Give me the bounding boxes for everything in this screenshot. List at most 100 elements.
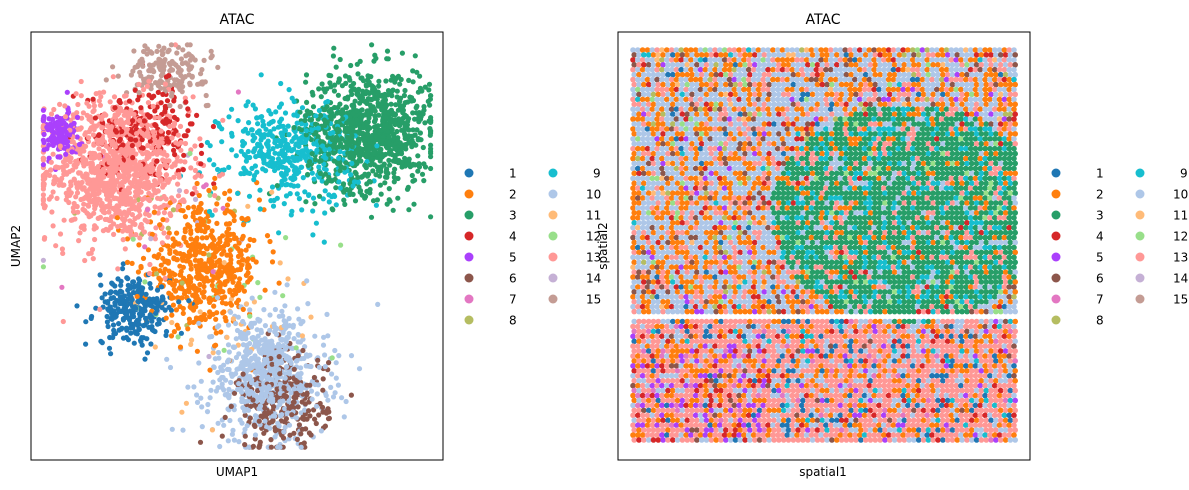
umap-point-15 [115,73,121,79]
umap-point-1 [150,296,156,302]
spatial-spot-10 [969,52,975,58]
umap-point-10 [279,308,285,314]
umap-point-3 [309,151,315,157]
umap-point-1 [130,279,137,285]
umap-point-5 [63,151,69,157]
umap-point-3 [337,168,343,174]
umap-point-10 [277,381,283,387]
umap-point-3 [322,130,328,136]
umap-point-2 [230,292,236,298]
umap-point-13 [175,132,181,138]
umap-point-4 [138,105,144,111]
umap-point-9 [298,138,304,144]
umap-point-13 [90,197,97,203]
umap-point-3 [310,104,317,110]
umap-point-15 [187,57,193,63]
spatial-spot-2 [683,47,689,53]
spatial-spot-10 [635,47,641,53]
umap-point-3 [367,102,373,108]
umap-point-13 [117,106,123,112]
umap-point-13 [60,318,66,325]
spatial-spot-11 [803,47,810,53]
umap-point-10 [164,356,170,362]
umap-point-4 [112,105,118,111]
umap-point-13 [99,200,105,207]
spatial-spot-6 [997,52,1004,58]
umap-point-2 [201,218,207,224]
legend-label-4: 4 [509,230,517,244]
umap-point-10 [286,315,292,322]
umap-point-1 [108,351,114,357]
umap-point-9 [306,192,312,198]
spatial-spot-10 [906,52,912,58]
umap-point-13 [116,158,123,164]
umap-point-13 [111,94,118,100]
umap-point-3 [390,207,396,213]
spatial-spot-2 [972,47,979,53]
umap-point-3 [360,130,366,136]
umap-point-6 [281,385,287,391]
legend-marker-1 [464,168,474,178]
umap-point-10 [167,364,174,371]
umap-point-9 [302,139,308,146]
umap-point-3 [402,133,408,139]
umap-point-3 [416,164,423,170]
umap-point-3 [392,121,398,127]
umap-point-6 [256,418,262,424]
umap-point-10 [333,360,339,366]
umap-point-9 [320,196,326,202]
umap-point-13 [137,178,143,184]
spatial-spot-2 [742,52,748,58]
umap-point-13 [61,168,67,174]
umap-point-10 [286,371,292,377]
umap-point-1 [110,281,116,287]
umap-point-1 [186,298,192,304]
umap-point-13 [48,111,55,117]
umap-point-10 [199,404,205,410]
umap-point-13 [75,101,81,108]
spatial-spot-2 [770,47,776,53]
umap-point-11 [299,333,305,339]
umap-point-15 [128,72,134,78]
umap-point-10 [272,434,278,440]
umap-point-1 [120,317,126,323]
umap-point-10 [231,437,237,443]
umap-point-2 [198,206,204,212]
umap-point-3 [421,107,427,113]
umap-point-5 [40,107,47,113]
umap-point-2 [244,258,250,264]
umap-point-3 [353,150,359,156]
umap-point-10 [312,333,318,339]
umap-point-13 [40,155,47,161]
spatial-spot-10 [717,47,723,53]
spatial-spot-10 [920,52,927,58]
spatial-spot-10 [635,57,641,63]
umap-point-6 [295,353,301,359]
umap-point-3 [392,145,399,151]
umap-point-6 [228,403,234,409]
umap-point-6 [262,410,268,416]
umap-point-1 [83,319,89,325]
umap-point-3 [326,72,332,78]
umap-point-2 [220,289,226,295]
umap-point-3 [420,144,426,151]
umap-point-2 [239,236,245,242]
umap-point-13 [98,94,104,100]
umap-point-15 [169,93,175,99]
spatial-spot-8 [915,52,922,58]
umap-point-10 [291,336,297,342]
umap-point-9 [291,112,297,118]
umap-point-11 [179,409,185,415]
umap-point-2 [174,250,180,256]
legend-marker-10 [548,189,558,199]
umap-point-5 [54,120,61,126]
umap-point-10 [325,397,331,403]
umap-point-10 [226,357,232,363]
spatial-spot-11 [655,52,662,58]
umap-point-13 [57,101,63,107]
umap-point-10 [269,348,275,354]
spatial-title: ATAC [805,12,840,28]
umap-point-9 [246,120,252,126]
spatial-spot-13 [726,47,733,53]
umap-point-10 [210,379,216,385]
